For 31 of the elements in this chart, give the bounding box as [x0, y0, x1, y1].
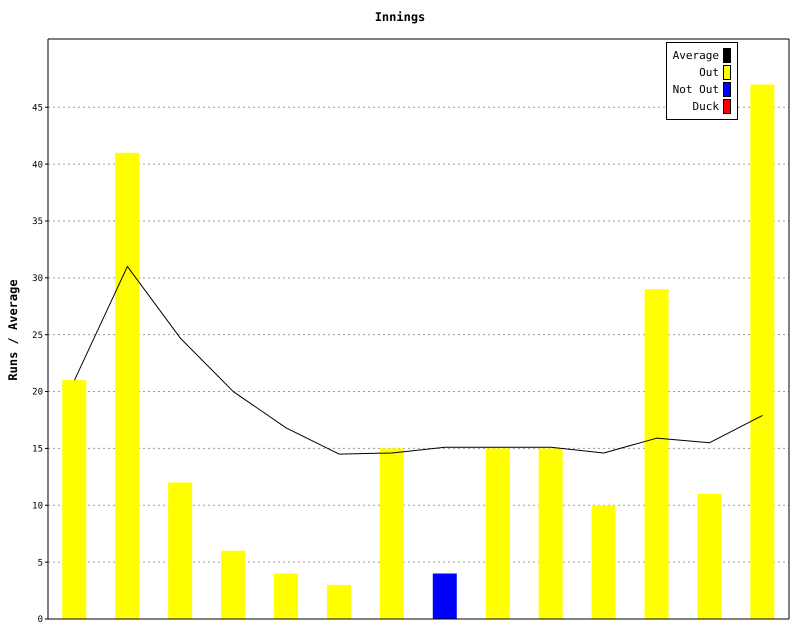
y-tick-label: 40 — [32, 160, 43, 170]
chart-title: Innings — [374, 10, 426, 24]
line-series — [74, 266, 764, 455]
bar — [115, 152, 140, 619]
y-tick-label: 20 — [32, 388, 43, 398]
y-tick-label: 45 — [32, 103, 43, 114]
y-tick-label: 15 — [32, 444, 43, 455]
y-tick-label: 30 — [32, 274, 43, 284]
bar — [274, 574, 298, 619]
y-tick-label: 25 — [32, 330, 43, 341]
y-tick-label: 0 — [38, 615, 43, 626]
bar — [750, 84, 774, 619]
y-tick-label: 5 — [38, 558, 43, 568]
legend-label: Out — [699, 66, 719, 79]
legend-label: Average — [672, 49, 719, 62]
bar — [380, 448, 404, 619]
bar — [62, 380, 86, 619]
y-tick-label: 35 — [32, 217, 43, 228]
bar — [538, 448, 563, 619]
bar — [486, 448, 510, 619]
bar — [432, 574, 457, 619]
y-tick-label: 10 — [32, 501, 43, 512]
bar — [697, 494, 722, 619]
legend-label: Not Out — [672, 83, 719, 96]
bar — [592, 505, 616, 619]
bar — [326, 584, 351, 619]
bar — [168, 482, 192, 619]
bar — [221, 550, 246, 619]
y-axis-title: Runs / Average — [6, 279, 20, 381]
legend-label: Duck — [692, 100, 719, 113]
bar — [644, 289, 669, 619]
